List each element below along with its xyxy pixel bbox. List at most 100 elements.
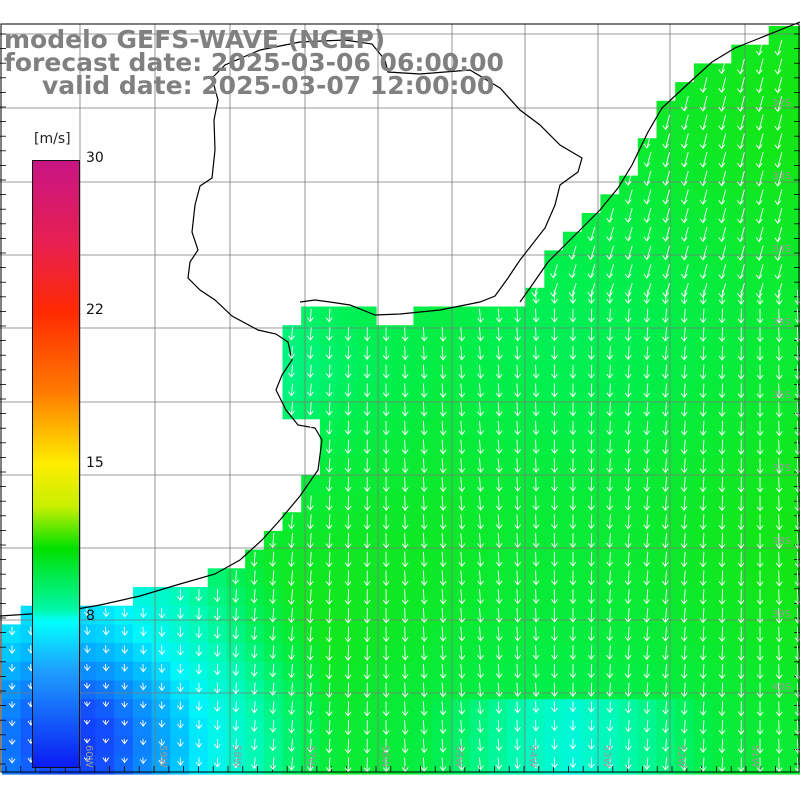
wind-arrow [382,495,390,511]
wind-arrow [363,514,371,530]
wind-arrow [269,626,277,641]
wind-arrow [213,645,221,658]
wind-arrow [775,570,783,587]
wind-cell [114,699,134,719]
wind-arrow [344,663,352,680]
wind-cell [506,362,527,382]
colorbar-tick-8: 8 [86,608,95,624]
wind-arrow [606,476,613,492]
wind-arrow [680,589,688,605]
wind-arrow [306,607,314,624]
wind-arrow [514,682,522,697]
wind-cell [787,624,800,644]
wind-arrow [102,682,110,690]
wind-arrow [624,264,633,279]
wind-cell [376,362,396,382]
wind-arrow [325,402,333,416]
wind-arrow [643,720,651,733]
wind-arrow [551,738,558,750]
wind-arrow [177,663,184,674]
wind-cell [2,699,22,719]
wind-arrow [737,208,745,224]
wind-arrow [195,720,203,730]
wind-cell [450,530,471,551]
wind-arrow [458,626,466,642]
wind-arrow [83,682,91,689]
wind-arrow [775,439,783,456]
wind-arrow [84,626,91,636]
wind-cell [637,250,658,270]
wind-arrow [624,645,632,660]
colorbar-gradient [32,160,80,768]
wind-arrow [737,476,745,493]
wind-arrow [363,327,371,342]
wind-arrow [680,245,689,261]
wind-arrow [551,383,558,398]
wind-cell [787,213,800,233]
latitude-label: 32S [772,98,791,109]
wind-arrow [680,645,688,661]
wind-arrow [643,327,651,342]
wind-arrow [531,282,540,298]
wind-arrow [587,551,595,567]
wind-arrow [177,645,184,656]
wind-arrow [363,346,371,360]
wind-arrow [587,383,595,398]
wind-arrow [699,282,708,298]
wind-cell [450,381,471,401]
wind-arrow [514,533,522,549]
wind-arrow [775,495,783,512]
wind-arrow [325,514,333,530]
wind-arrow [401,570,409,587]
wind-arrow [344,420,352,435]
wind-arrow [680,720,688,734]
wind-arrow [680,208,689,224]
wind-arrow [177,607,184,620]
wind-cell [506,717,527,738]
wind-cell [600,269,620,289]
colorbar-tick-22: 22 [86,302,104,318]
wind-arrow [587,364,595,379]
wind-arrow [606,420,614,436]
wind-arrow [775,364,783,380]
wind-cell [787,512,800,532]
wind-arrow [662,327,669,342]
wind-arrow [420,364,428,380]
wind-cell [768,474,788,495]
wind-cell [656,100,676,121]
wind-cell [394,437,414,457]
wind-arrow [495,645,503,660]
wind-arrow [344,458,352,473]
wind-arrow [643,645,651,661]
wind-arrow [756,589,764,606]
wind-arrow [495,663,503,679]
wind-arrow [775,346,783,362]
wind-arrow [775,720,783,736]
wind-cell [656,213,676,233]
wind-arrow [325,682,333,698]
wind-arrow [661,570,669,586]
wind-cell [544,343,564,364]
wind-arrow [102,663,110,672]
wind-arrow [102,607,110,618]
wind-arrow [756,476,764,493]
wind-cell [450,456,471,476]
wind-arrow [794,682,800,699]
wind-cell [525,343,545,364]
wind-arrow [587,533,595,549]
wind-arrow [401,327,409,342]
wind-arrow [477,589,484,605]
wind-arrow [532,476,540,492]
wind-cell [432,381,452,401]
wind-arrow [643,757,651,770]
wind-arrow [382,458,390,474]
wind-arrow [8,682,16,690]
wind-arrow [624,245,633,261]
wind-arrow [214,738,221,749]
wind-arrow [568,245,577,260]
wind-arrow [718,626,726,643]
wind-cell [376,699,396,719]
wind-cell [675,250,695,270]
wind-arrow [102,645,110,654]
